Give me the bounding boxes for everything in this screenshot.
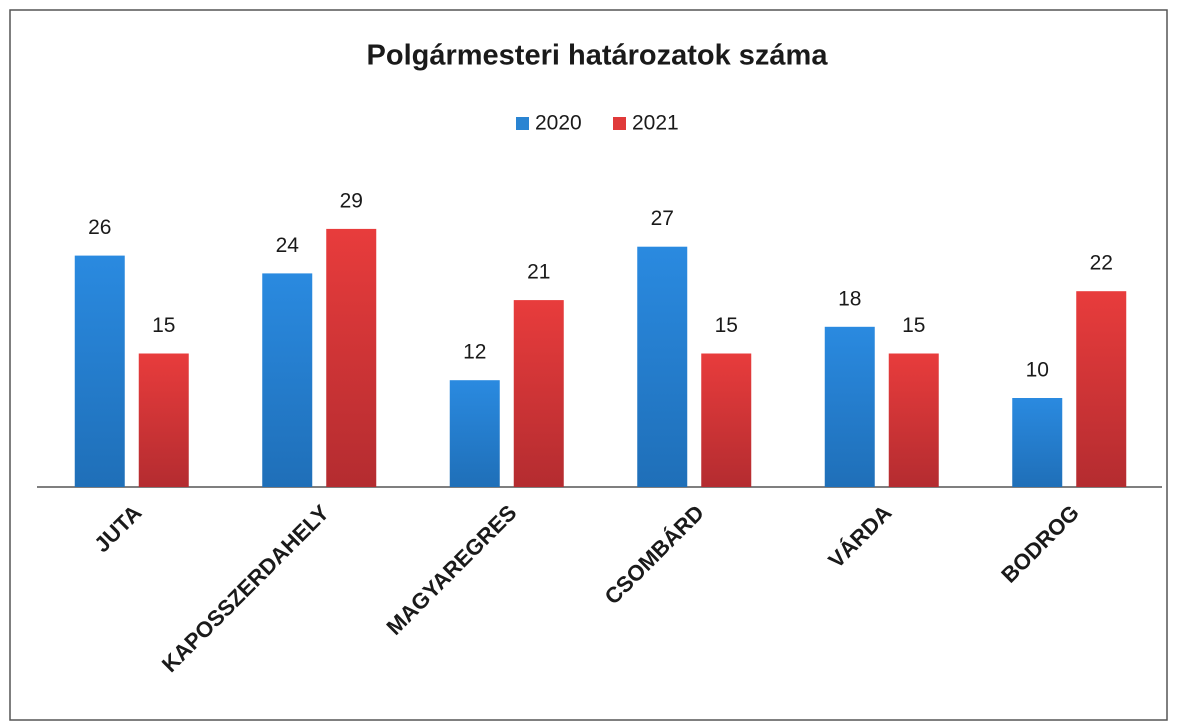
data-label: 15: [152, 314, 175, 337]
bar: [637, 246, 688, 487]
data-label: 22: [1090, 252, 1113, 275]
legend-swatch: [516, 117, 529, 130]
data-label: 27: [651, 207, 674, 230]
bar: [326, 228, 377, 487]
bar: [888, 353, 939, 487]
legend-label: 2021: [632, 112, 679, 135]
bar: [1076, 291, 1127, 487]
bar: [74, 255, 125, 487]
chart-title: Polgármesteri határozatok száma: [367, 40, 829, 72]
bar: [262, 273, 313, 487]
bar: [824, 326, 875, 487]
legend-swatch: [613, 117, 626, 130]
bar: [1012, 398, 1063, 487]
bar: [701, 353, 752, 487]
data-label: 15: [902, 314, 925, 337]
bar: [513, 300, 564, 487]
data-label: 15: [715, 314, 738, 337]
data-label: 29: [340, 189, 363, 212]
data-label: 21: [527, 261, 550, 284]
data-label: 24: [276, 234, 300, 257]
data-label: 10: [1026, 359, 1049, 382]
data-label: 12: [463, 341, 486, 364]
bar: [449, 380, 500, 487]
data-label: 18: [838, 287, 861, 310]
data-label: 26: [88, 216, 111, 239]
bar: [138, 353, 189, 487]
legend-label: 2020: [535, 112, 582, 135]
frame: [9, 9, 1168, 721]
